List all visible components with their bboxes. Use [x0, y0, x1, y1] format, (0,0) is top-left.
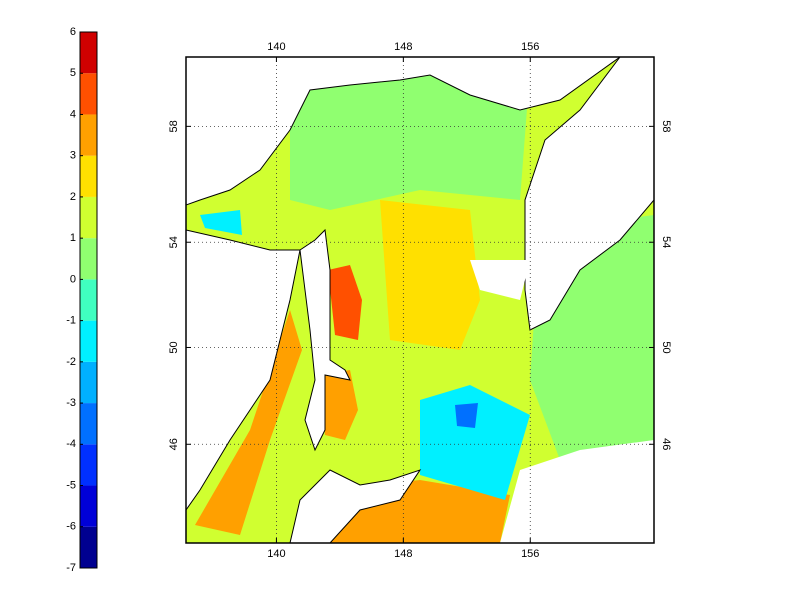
colorbar-tick-label: -5	[66, 479, 76, 491]
colorbar-frame	[79, 31, 98, 569]
lat-tick-label: 54	[168, 236, 180, 248]
colorbar-tick-label: 1	[70, 232, 76, 244]
colorbar-bin	[80, 114, 97, 156]
colorbar-tick-label: 4	[70, 108, 76, 120]
lat-tick-label: 50	[660, 341, 672, 353]
map-frame	[185, 56, 655, 544]
field-region	[455, 403, 478, 428]
colorbar-bin	[80, 32, 97, 74]
lat-tick-label: 58	[168, 120, 180, 132]
field-region	[200, 210, 242, 235]
lon-tick-label: 140	[267, 41, 285, 53]
field-region	[290, 70, 530, 210]
land-mass	[299, 228, 351, 452]
colorbar-bin	[80, 279, 97, 321]
lat-tick-label: 46	[660, 438, 672, 450]
colorbar-tick-label: -7	[66, 562, 76, 574]
colorbar-bin	[80, 320, 97, 362]
field	[186, 57, 654, 543]
colorbar-bin	[80, 196, 97, 239]
lon-tick-label: 140	[267, 548, 285, 560]
lon-tick-label: 148	[394, 548, 412, 560]
colorbar-bin	[80, 73, 97, 115]
lon-tick-label: 148	[394, 41, 412, 53]
lat-tick-label: 50	[168, 341, 180, 353]
colorbar-tick-label: 3	[70, 150, 76, 162]
colorbar-tick-label: 0	[70, 273, 76, 285]
land-mass	[186, 57, 621, 206]
no-data	[470, 260, 530, 300]
field-region	[195, 310, 302, 535]
colorbar-tick-label: -3	[66, 397, 76, 409]
colorbar-bin	[80, 361, 97, 404]
colorbar-tick-label: 6	[70, 26, 76, 38]
field-region	[420, 385, 530, 500]
field-region	[328, 265, 362, 340]
lat-tick-label: 54	[660, 236, 672, 248]
colorbar-bin	[80, 485, 97, 527]
colorbar-tick-label: -4	[66, 438, 76, 450]
colorbar-tick-label: 5	[70, 67, 76, 79]
land	[186, 57, 654, 543]
colorbar-bin	[80, 238, 97, 280]
lon-tick-label: 156	[521, 548, 539, 560]
colorbar-tick-label: -2	[66, 356, 76, 368]
colorbar-bin	[80, 403, 97, 445]
lat-tick-label: 58	[660, 120, 672, 132]
colorbar-tick-label: 2	[70, 191, 76, 203]
colorbar: -7 -6 -5 -4 -3 -2 -1 0 1 2 3 4 5 6	[66, 26, 98, 574]
field-region	[380, 200, 480, 350]
land-mass	[289, 469, 422, 543]
colorbar-bin	[80, 526, 97, 568]
land-mass	[524, 57, 654, 331]
axes: 140 140 148 148 156 156 46 46 50 50 54 54 58 58	[168, 41, 672, 560]
colorbar-tick-label: -1	[66, 315, 76, 327]
colorbar-bin	[80, 444, 97, 486]
lat-tick-label: 46	[168, 438, 180, 450]
field-region	[322, 370, 358, 440]
land-mass	[186, 229, 301, 511]
lon-tick-label: 156	[521, 41, 539, 53]
colorbar-bin	[80, 155, 97, 197]
colorbar-tick-label: -6	[66, 521, 76, 533]
no-data	[500, 440, 654, 543]
